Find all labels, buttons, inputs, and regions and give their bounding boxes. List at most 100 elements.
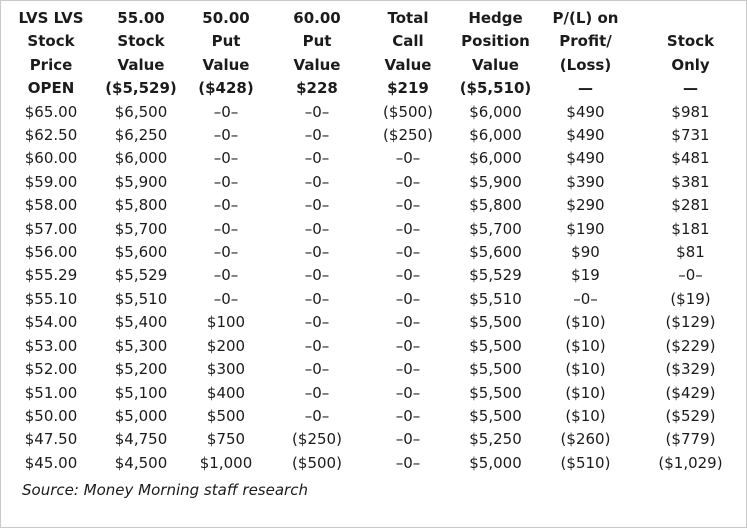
table-cell: $5,600: [114, 243, 168, 262]
table-cell: –0–: [678, 266, 703, 285]
table-cell: $55.29: [24, 266, 78, 285]
header-row: Stock Stock Put Put Call Position Profit/Stock: [1, 30, 747, 53]
table-cell: $60.00: [24, 149, 78, 168]
table-row: $53.00 $5,300 $200 –0– –0– $5,500 ($10) ($229): [1, 335, 747, 358]
table-cell: $5,510: [114, 289, 168, 308]
table-cell: –0–: [395, 453, 421, 472]
table-cell: –0–: [304, 383, 330, 402]
table-cell: –0–: [213, 289, 239, 308]
table-cell: $6,000: [469, 149, 522, 168]
table-cell: –0–: [395, 219, 421, 238]
table-cell: $490: [566, 149, 605, 168]
header-cell: —: [683, 79, 698, 98]
table-cell: $51.00: [24, 383, 78, 402]
table-cell: $59.00: [24, 172, 78, 191]
table-cell: –0–: [395, 336, 421, 355]
table-cell: $731: [671, 126, 710, 145]
table-cell: $56.00: [24, 243, 78, 262]
table-cell: $400: [206, 383, 246, 402]
table-cell: $19: [571, 266, 600, 285]
table-cell: $58.00: [24, 196, 78, 215]
header-cell: ($5,529): [105, 79, 177, 98]
table-cell: ($260): [560, 430, 611, 449]
table-row: $51.00 $5,100 $400 –0– –0– $5,500 ($10) ($429): [1, 382, 747, 405]
table-cell: –0–: [395, 406, 421, 425]
table-cell: –0–: [304, 219, 330, 238]
table-row: $52.00 $5,200 $300 –0– –0– $5,500 ($10) ($329): [1, 358, 747, 381]
table-cell: $81: [676, 243, 705, 262]
table-cell: ($10): [565, 313, 606, 332]
table-cell: –0–: [213, 196, 239, 215]
table-cell: –0–: [304, 406, 330, 425]
table-row: $62.50 $6,250 –0– –0– ($250) $6,000 $490 $731: [1, 124, 747, 147]
table-cell: –0–: [395, 149, 421, 168]
table-cell: $5,800: [469, 196, 522, 215]
table-cell: $5,700: [114, 219, 168, 238]
table-cell: –0–: [395, 172, 421, 191]
table-cell: $390: [566, 172, 605, 191]
table-cell: $490: [566, 126, 605, 145]
table-cell: –0–: [395, 360, 421, 379]
table-cell: $750: [206, 430, 246, 449]
table-cell: $981: [671, 102, 710, 121]
table-cell: $6,000: [469, 102, 522, 121]
table-cell: –0–: [213, 219, 239, 238]
table-cell: $5,800: [114, 196, 168, 215]
table-row: $55.10 $5,510 –0– –0– –0– $5,510 –0– ($19): [1, 288, 747, 311]
table-cell: $5,600: [469, 243, 522, 262]
header-cell: $228: [296, 79, 338, 98]
table-cell: $6,250: [114, 126, 168, 145]
header-cell: OPEN: [27, 79, 75, 98]
table-cell: $50.00: [24, 406, 78, 425]
table-cell: ($10): [565, 360, 606, 379]
hedge-position-table: LVS LVS 55.00 50.00 60.00 Total Hedge P/(L) on…: [1, 7, 747, 475]
table-cell: ($129): [665, 313, 716, 332]
table-cell: ($19): [670, 289, 711, 308]
table-cell: $5,900: [114, 172, 168, 191]
table-cell: $6,000: [469, 126, 522, 145]
table-cell: –0–: [395, 313, 421, 332]
header-cell: Stock: [27, 32, 75, 51]
header-cell: $219: [387, 79, 429, 98]
table-cell: $4,750: [114, 430, 168, 449]
table-cell: –0–: [213, 266, 239, 285]
table-cell: $100: [206, 313, 246, 332]
header-cell: ($5,510): [459, 79, 532, 98]
table-cell: ($529): [665, 406, 716, 425]
table-cell: –0–: [573, 289, 598, 308]
table-cell: ($510): [560, 453, 611, 472]
table-cell: $5,500: [469, 313, 522, 332]
table-cell: $490: [566, 102, 605, 121]
source-note: Source: Money Morning staff research: [22, 481, 308, 500]
table-cell: ($250): [383, 126, 433, 145]
table-cell: –0–: [304, 243, 330, 262]
table-row: $58.00 $5,800 –0– –0– –0– $5,800 $290 $281: [1, 194, 747, 217]
header-cell: Value: [202, 55, 250, 74]
header-cell: LVS LVS: [18, 9, 84, 27]
table-cell: $5,200: [114, 360, 168, 379]
table-cell: $5,500: [469, 406, 522, 425]
table-cell: ($10): [565, 406, 606, 425]
table-row: $45.00 $4,500 $1,000 ($500) –0– $5,000 ($510) (…: [1, 452, 747, 475]
table-row: $59.00 $5,900 –0– –0– –0– $5,900 $390 $381: [1, 171, 747, 194]
table-cell: $5,000: [114, 406, 168, 425]
header-row: Price Value Value Value Value Value (Loss) Only: [1, 54, 747, 77]
table-cell: $62.50: [24, 126, 78, 145]
header-cell: 55.00: [117, 9, 165, 27]
header-cell: Only: [671, 55, 710, 74]
table-cell: $481: [671, 149, 710, 168]
header-cell: Total: [387, 9, 429, 27]
header-cell: Value: [472, 55, 519, 74]
table-cell: ($229): [665, 336, 716, 355]
table-cell: $1,000: [199, 453, 253, 472]
header-cell: Put: [302, 32, 332, 51]
table-cell: –0–: [304, 126, 330, 145]
table-row: $60.00 $6,000 –0– –0– –0– $6,000 $490 $481: [1, 147, 747, 170]
table-cell: $45.00: [24, 453, 78, 472]
table-cell: ($779): [665, 430, 716, 449]
header-cell: Value: [293, 55, 341, 74]
table-cell: $5,400: [114, 313, 168, 332]
table-cell: –0–: [304, 360, 330, 379]
table-cell: –0–: [395, 243, 421, 262]
